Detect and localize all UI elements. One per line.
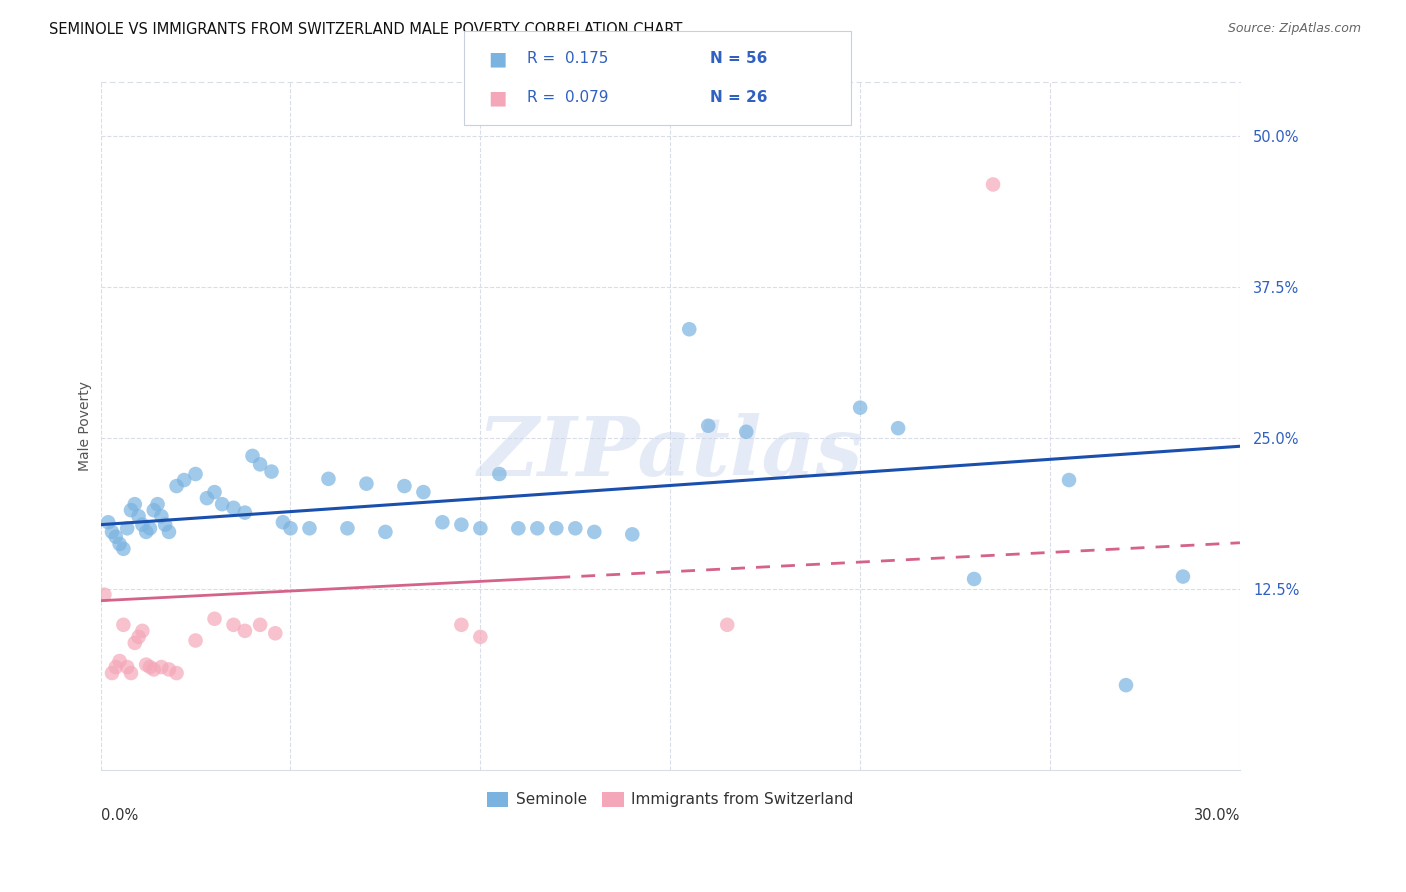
Point bbox=[222, 500, 245, 515]
Point bbox=[318, 472, 340, 486]
Y-axis label: Male Poverty: Male Poverty bbox=[79, 381, 93, 471]
Point bbox=[450, 517, 472, 532]
Point bbox=[195, 491, 218, 505]
Point bbox=[139, 660, 162, 674]
Point bbox=[242, 449, 264, 463]
Point bbox=[432, 515, 454, 529]
Point bbox=[211, 497, 233, 511]
Point bbox=[222, 617, 245, 632]
Point bbox=[564, 521, 586, 535]
Point bbox=[716, 617, 738, 632]
Point bbox=[124, 636, 146, 650]
Point bbox=[264, 626, 287, 640]
Point bbox=[394, 479, 416, 493]
Text: ■: ■ bbox=[488, 88, 506, 107]
Point bbox=[849, 401, 872, 415]
Text: N = 26: N = 26 bbox=[710, 90, 768, 105]
Point bbox=[120, 503, 142, 517]
Point bbox=[101, 524, 124, 539]
Point bbox=[108, 537, 131, 551]
Point bbox=[101, 666, 124, 681]
Point bbox=[135, 524, 157, 539]
Point bbox=[546, 521, 568, 535]
Point bbox=[621, 527, 644, 541]
Point bbox=[1115, 678, 1137, 692]
Point bbox=[583, 524, 606, 539]
Point bbox=[131, 624, 153, 638]
Text: 30.0%: 30.0% bbox=[1194, 808, 1240, 823]
Point bbox=[233, 506, 256, 520]
Text: R =  0.079: R = 0.079 bbox=[527, 90, 609, 105]
Point bbox=[97, 515, 120, 529]
Point bbox=[184, 467, 207, 481]
Point bbox=[412, 485, 434, 500]
Text: SEMINOLE VS IMMIGRANTS FROM SWITZERLAND MALE POVERTY CORRELATION CHART: SEMINOLE VS IMMIGRANTS FROM SWITZERLAND … bbox=[49, 22, 682, 37]
Point bbox=[173, 473, 195, 487]
Point bbox=[678, 322, 700, 336]
Point bbox=[135, 657, 157, 672]
Point bbox=[157, 663, 180, 677]
Point bbox=[104, 530, 127, 544]
Point bbox=[470, 630, 492, 644]
Point bbox=[280, 521, 302, 535]
Text: ■: ■ bbox=[488, 49, 506, 68]
Point bbox=[112, 541, 135, 556]
Point bbox=[112, 617, 135, 632]
Point bbox=[157, 524, 180, 539]
Point bbox=[124, 497, 146, 511]
Point bbox=[233, 624, 256, 638]
Point bbox=[184, 633, 207, 648]
Point bbox=[115, 521, 138, 535]
Point bbox=[204, 612, 226, 626]
Point bbox=[450, 617, 472, 632]
Point bbox=[150, 509, 173, 524]
Legend: Seminole, Immigrants from Switzerland: Seminole, Immigrants from Switzerland bbox=[481, 786, 860, 814]
Point bbox=[150, 660, 173, 674]
Point bbox=[887, 421, 910, 435]
Point bbox=[271, 515, 294, 529]
Text: R =  0.175: R = 0.175 bbox=[527, 51, 609, 66]
Point bbox=[153, 517, 176, 532]
Point bbox=[508, 521, 530, 535]
Point bbox=[336, 521, 359, 535]
Point bbox=[142, 663, 165, 677]
Point bbox=[356, 476, 378, 491]
Point bbox=[131, 517, 153, 532]
Point bbox=[260, 465, 283, 479]
Point bbox=[93, 588, 115, 602]
Point bbox=[735, 425, 758, 439]
Point bbox=[488, 467, 510, 481]
Text: N = 56: N = 56 bbox=[710, 51, 768, 66]
Point bbox=[115, 660, 138, 674]
Point bbox=[204, 485, 226, 500]
Point bbox=[146, 497, 169, 511]
Point bbox=[249, 617, 271, 632]
Point bbox=[526, 521, 548, 535]
Point bbox=[139, 521, 162, 535]
Point bbox=[120, 666, 142, 681]
Text: 0.0%: 0.0% bbox=[101, 808, 138, 823]
Point bbox=[298, 521, 321, 535]
Point bbox=[963, 572, 986, 586]
Point bbox=[128, 509, 150, 524]
Point bbox=[470, 521, 492, 535]
Point bbox=[697, 418, 720, 433]
Point bbox=[128, 630, 150, 644]
Point bbox=[249, 458, 271, 472]
Point bbox=[108, 654, 131, 668]
Point bbox=[981, 178, 1004, 192]
Text: ZIPatlas: ZIPatlas bbox=[478, 413, 863, 493]
Point bbox=[1171, 569, 1194, 583]
Point bbox=[142, 503, 165, 517]
Point bbox=[104, 660, 127, 674]
Point bbox=[1057, 473, 1080, 487]
Point bbox=[166, 479, 188, 493]
Point bbox=[374, 524, 396, 539]
Point bbox=[166, 666, 188, 681]
Text: Source: ZipAtlas.com: Source: ZipAtlas.com bbox=[1227, 22, 1361, 36]
